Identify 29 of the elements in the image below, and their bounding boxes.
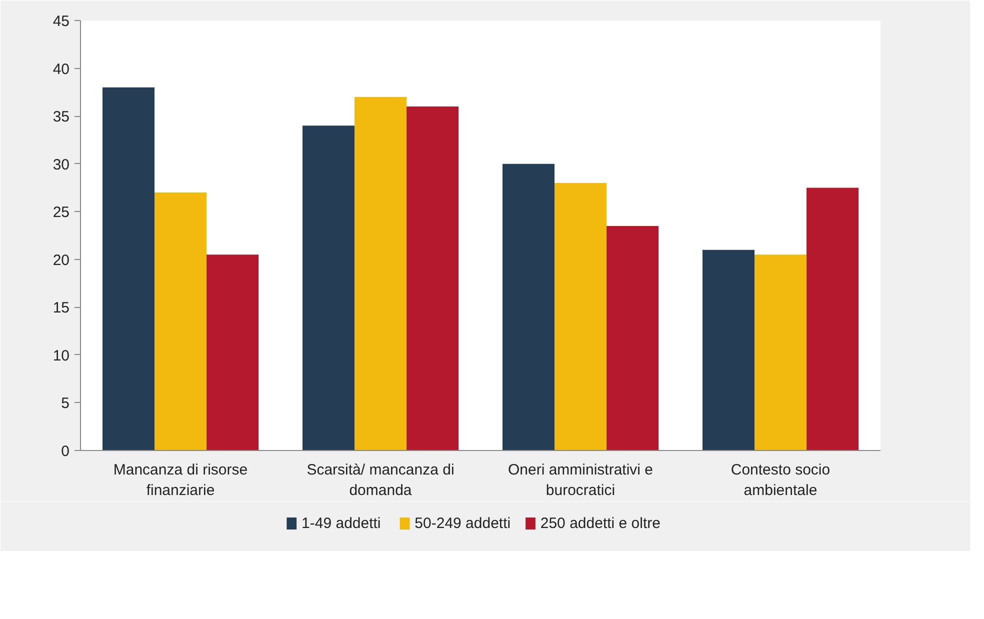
y-tick-label: 25	[52, 204, 70, 222]
x-tick-label: Oneri amministrativi e burocratici	[508, 462, 654, 499]
y-tick-label: 0	[61, 443, 70, 460]
bar	[206, 254, 258, 450]
y-tick-label: 20	[52, 252, 70, 269]
bar	[102, 87, 154, 450]
bar	[554, 182, 606, 450]
x-tick-label: Contesto socio ambientale	[730, 462, 830, 499]
y-tick-label: 35	[52, 108, 70, 126]
bar	[154, 192, 206, 450]
y-tick-label: 40	[52, 60, 70, 78]
x-tick-label: Scarsità/ mancanza di domanda	[306, 462, 454, 499]
legend-label: 50-249 addetti	[414, 515, 511, 532]
legend-label: 250 addetti e oltre	[540, 515, 660, 532]
legend-label: 1-49 addetti	[302, 515, 381, 532]
x-tick-label: Mancanza di risorse finanziarie	[113, 462, 248, 499]
y-tick-label: 5	[61, 395, 70, 412]
bar	[406, 106, 458, 450]
bar	[502, 164, 554, 450]
y-tick-label: 15	[52, 300, 70, 317]
bar	[702, 250, 754, 450]
bar	[354, 96, 406, 450]
bar	[302, 126, 354, 450]
bar	[754, 254, 806, 450]
y-tick-label: 30	[52, 156, 70, 174]
bar	[806, 188, 858, 450]
bar	[606, 226, 658, 450]
y-tick-label: 10	[52, 347, 70, 364]
y-tick-label: 45	[52, 13, 70, 30]
